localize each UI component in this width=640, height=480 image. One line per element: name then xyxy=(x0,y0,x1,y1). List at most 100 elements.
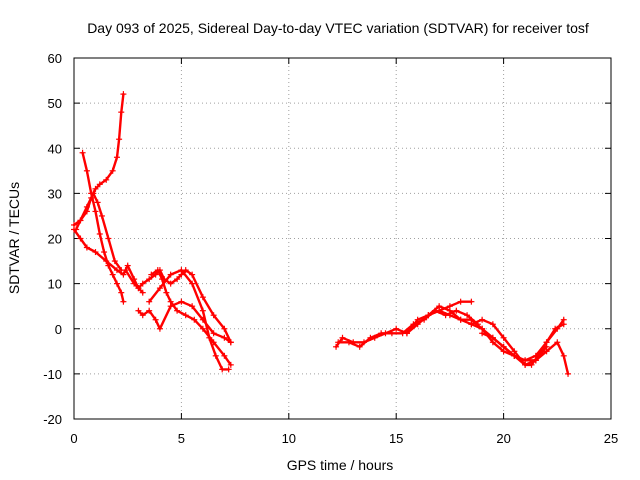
x-tick-label: 20 xyxy=(496,431,510,446)
data-point xyxy=(109,167,116,174)
data-series xyxy=(71,91,572,377)
series-line xyxy=(81,151,125,303)
x-tick-label: 15 xyxy=(389,431,403,446)
data-point xyxy=(403,330,410,337)
data-point xyxy=(219,366,226,373)
series-line xyxy=(334,300,473,348)
data-point xyxy=(534,352,541,359)
data-point xyxy=(113,280,120,287)
series-arc-8 xyxy=(148,267,234,368)
data-point xyxy=(167,298,174,305)
data-point xyxy=(425,312,432,319)
series-line xyxy=(480,332,570,376)
x-tick-label: 0 xyxy=(70,431,77,446)
data-point xyxy=(113,154,120,161)
data-point xyxy=(124,262,131,269)
data-point xyxy=(335,339,342,346)
series-arc-12 xyxy=(425,303,567,364)
series-arc-7 xyxy=(146,267,232,373)
data-point xyxy=(468,321,475,328)
data-point xyxy=(522,361,529,368)
data-point xyxy=(118,109,125,116)
data-point xyxy=(152,316,159,323)
series-line xyxy=(147,268,230,371)
data-point xyxy=(103,258,110,265)
data-point xyxy=(221,325,228,332)
series-line xyxy=(124,268,233,344)
series-line xyxy=(405,309,548,367)
data-point xyxy=(489,334,496,341)
data-point xyxy=(199,294,206,301)
data-point xyxy=(367,334,374,341)
data-point xyxy=(92,249,99,256)
data-point xyxy=(111,258,118,265)
data-point xyxy=(199,325,206,332)
data-point xyxy=(227,339,234,346)
data-point xyxy=(167,280,174,287)
data-point xyxy=(560,321,567,328)
data-point xyxy=(560,352,567,359)
data-point xyxy=(92,208,99,215)
data-point xyxy=(414,316,421,323)
data-point xyxy=(146,298,153,305)
grid xyxy=(74,58,611,419)
data-point xyxy=(543,348,550,355)
data-point xyxy=(77,217,84,224)
y-tick-label: 0 xyxy=(55,322,62,337)
series-line xyxy=(150,268,233,367)
y-tick-label: -20 xyxy=(43,412,62,427)
data-point xyxy=(552,325,559,332)
data-point xyxy=(210,339,217,346)
data-point xyxy=(105,235,112,242)
data-point xyxy=(120,271,127,278)
data-point xyxy=(90,190,97,197)
data-point xyxy=(154,267,161,274)
data-point xyxy=(500,343,507,350)
data-point xyxy=(101,249,108,256)
series-arc-13 xyxy=(479,330,572,377)
data-point xyxy=(227,361,234,368)
data-point xyxy=(167,271,174,278)
data-point xyxy=(135,285,142,292)
data-point xyxy=(139,280,146,287)
data-point xyxy=(79,149,86,156)
y-axis-label: SDTVAR / TECUs xyxy=(6,182,22,294)
series-line xyxy=(137,300,233,344)
data-point xyxy=(489,321,496,328)
data-point xyxy=(122,267,129,274)
data-point xyxy=(333,343,340,350)
data-point xyxy=(83,167,90,174)
data-point xyxy=(189,271,196,278)
data-point xyxy=(554,339,561,346)
data-point xyxy=(446,307,453,314)
series-arc-4 xyxy=(73,190,125,274)
data-point xyxy=(199,307,206,314)
data-point xyxy=(156,325,163,332)
data-point xyxy=(139,312,146,319)
data-point xyxy=(378,330,385,337)
y-tick-label: 60 xyxy=(48,51,62,66)
data-point xyxy=(221,334,228,341)
data-point xyxy=(96,230,103,237)
series-arc-6 xyxy=(135,298,234,346)
series-arc-9 xyxy=(333,298,475,350)
data-point xyxy=(528,361,535,368)
y-tick-label: 50 xyxy=(48,96,62,111)
data-point xyxy=(156,285,163,292)
data-point xyxy=(345,339,352,346)
y-tick-label: 40 xyxy=(48,141,62,156)
data-point xyxy=(178,267,185,274)
data-point xyxy=(436,303,443,310)
data-point xyxy=(73,226,80,233)
x-tick-label: 25 xyxy=(604,431,618,446)
y-tick-label: 20 xyxy=(48,232,62,247)
data-point xyxy=(118,289,125,296)
data-point xyxy=(453,307,460,314)
data-point xyxy=(225,366,232,373)
data-point xyxy=(339,334,346,341)
series-line xyxy=(337,309,479,348)
data-point xyxy=(221,352,228,359)
data-point xyxy=(174,276,181,283)
data-point xyxy=(109,271,116,278)
